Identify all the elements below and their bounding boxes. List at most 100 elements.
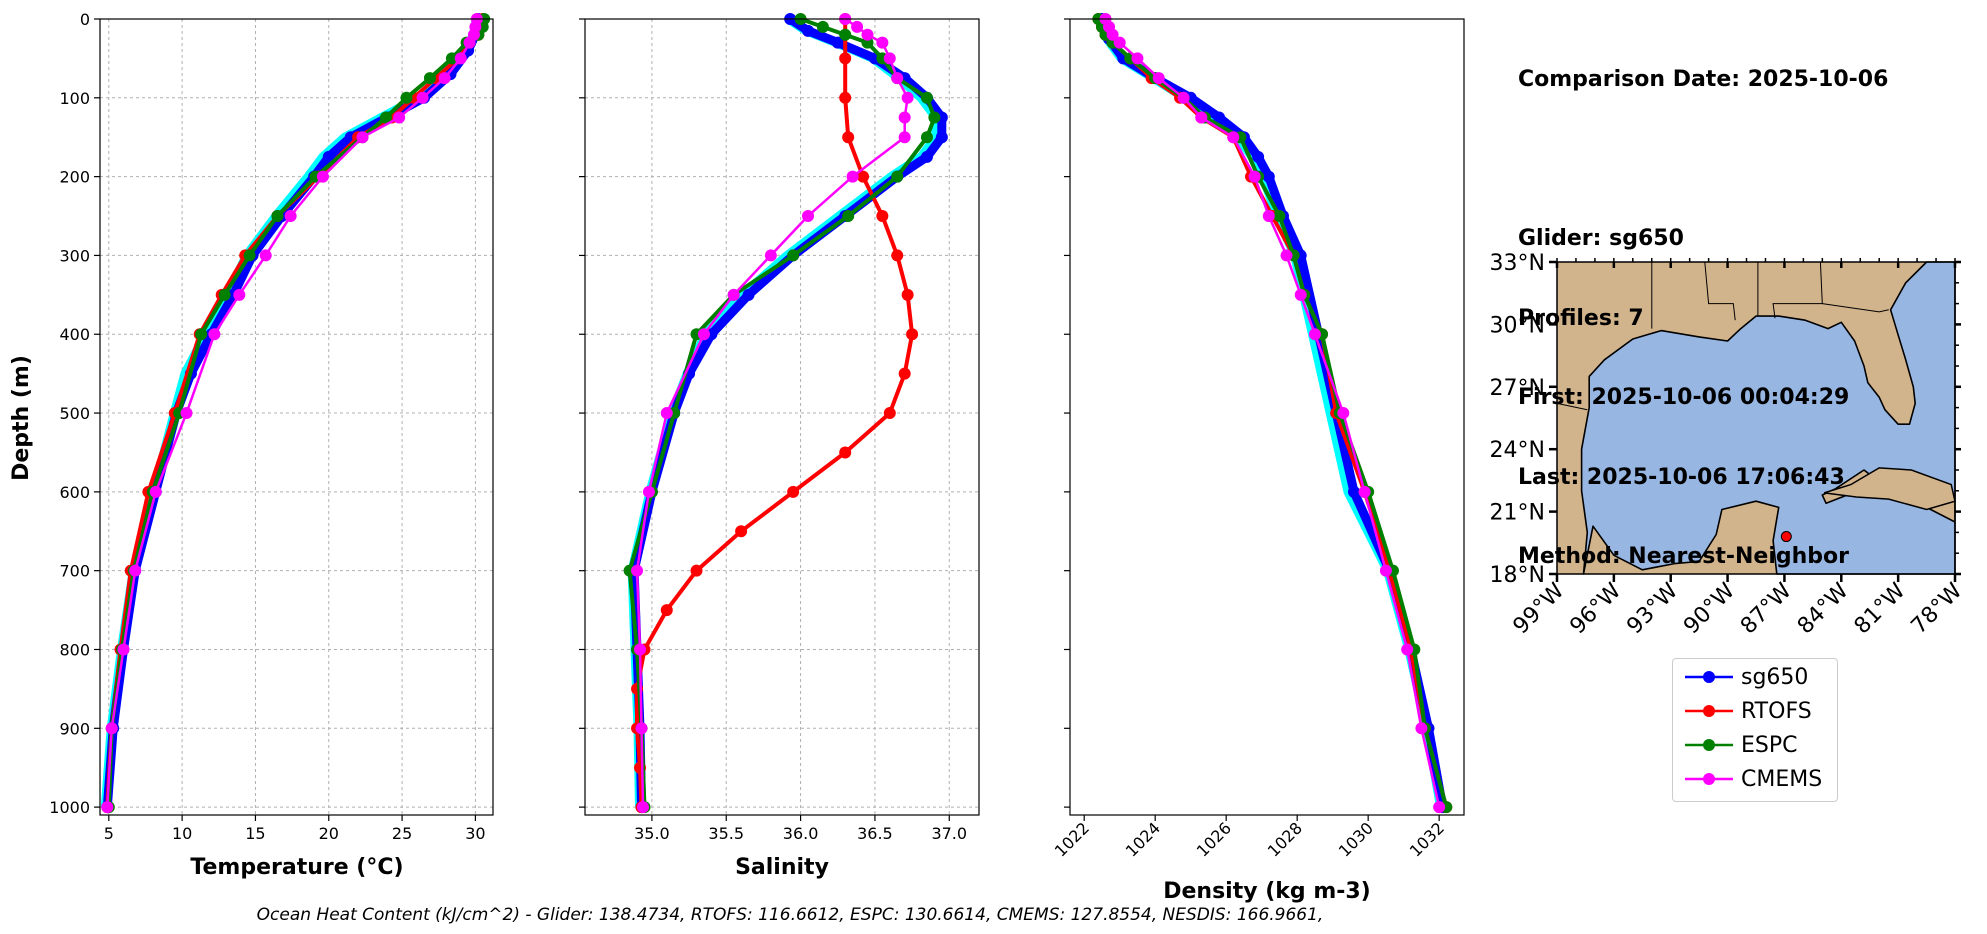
lon-tick-label: 78°W [1907, 578, 1968, 639]
rtofs-point [660, 604, 673, 617]
cmems-point [1433, 801, 1446, 814]
x-tick-label: 25 [392, 824, 412, 843]
rtofs-point [891, 249, 904, 262]
cmems-point [660, 407, 673, 420]
x-tick-label: 1030 [1335, 818, 1377, 860]
sg650-point [802, 24, 815, 37]
espc-point [243, 249, 256, 262]
cmems-point [316, 170, 329, 183]
espc-point [445, 52, 458, 65]
espc-point [423, 72, 436, 85]
state-border [1822, 303, 1889, 313]
cmems-point [105, 722, 118, 735]
cmems-point [1227, 131, 1240, 144]
cmems-point [454, 52, 467, 65]
cmems-point [1248, 170, 1261, 183]
espc-point [816, 20, 829, 33]
x-tick-label: 1032 [1406, 818, 1448, 860]
rtofs-point [839, 91, 852, 104]
y-tick-label: 600 [59, 483, 90, 502]
state-border [1704, 261, 1736, 321]
cmems-point [129, 564, 142, 577]
rtofs-point [876, 210, 889, 223]
cmems-point [1262, 210, 1275, 223]
cmems-point [180, 407, 193, 420]
legend-entry-sg650: sg650 [1681, 663, 1831, 691]
legend-label: sg650 [1741, 665, 1809, 690]
espc-point [787, 249, 800, 262]
salinity-panel: 35.0 35.5 36.0 36.5 37.0 [579, 13, 980, 843]
cmems-point [259, 249, 272, 262]
cmems-point [208, 328, 221, 341]
axes-frame [584, 18, 980, 816]
cmems-point [901, 91, 914, 104]
temperature-axis-label: Temperature (°C) [190, 855, 403, 880]
x-tick-label: 37.0 [931, 824, 967, 843]
cmems-point [642, 485, 655, 498]
sg650-line [1097, 17, 1448, 808]
x-tick-label: 10 [172, 824, 192, 843]
cmems-point [898, 131, 911, 144]
y-tick-label: 1000 [49, 798, 90, 817]
y-tick-label: 100 [59, 89, 90, 108]
cmems-line [1104, 18, 1441, 808]
cmems-point [1401, 643, 1414, 656]
cmems-point [463, 36, 476, 49]
sg650-point [935, 131, 948, 144]
cmems-point [1294, 288, 1307, 301]
y-tick-label: 400 [59, 325, 90, 344]
cmems-point [1195, 111, 1208, 124]
espc-point [842, 210, 855, 223]
cmems-point [1113, 36, 1126, 49]
x-tick-label: 5 [104, 824, 114, 843]
rtofs-point [901, 288, 914, 301]
legend-label: RTOFS [1741, 699, 1812, 724]
x-tick-label: 35.5 [708, 824, 744, 843]
cmems-point [1177, 91, 1190, 104]
last-time: Last: 2025-10-06 17:06:43 [1518, 464, 1845, 490]
cmems-point [438, 72, 451, 85]
cmems-point [876, 36, 889, 49]
rtofs-point [839, 52, 852, 65]
sg650-point [1252, 150, 1265, 163]
ocean-heat-content-footer: Ocean Heat Content (kJ/cm^2) - Glider: 1… [256, 905, 1324, 925]
cmems-point [393, 111, 406, 124]
cmems-point [1379, 564, 1392, 577]
x-tick-label: 1024 [1122, 818, 1164, 860]
y-tick-label: 800 [59, 640, 90, 659]
rtofs-point [690, 564, 703, 577]
rtofs-point [839, 446, 852, 459]
cuba-land [1823, 467, 1956, 511]
cmems-point [1415, 722, 1428, 735]
espc-point [271, 210, 284, 223]
espc-point [400, 91, 413, 104]
cmems-point [891, 72, 904, 85]
lat-tick-label: 27°N [1490, 376, 1545, 401]
cmems-point [1358, 485, 1371, 498]
axes-frame [1069, 18, 1465, 816]
espc-point [195, 328, 208, 341]
x-tick-label: 35.0 [634, 824, 670, 843]
lat-tick-label: 33°N [1490, 251, 1545, 276]
espc-point [920, 131, 933, 144]
y-tick-label: 300 [59, 246, 90, 265]
espc-line [106, 18, 487, 808]
y-tick-label: 0 [80, 10, 90, 29]
lat-tick-label: 30°N [1490, 313, 1545, 338]
glider-name: Glider: sg650 [1518, 226, 1684, 251]
legend-entry-cmems: CMEMS [1681, 765, 1831, 793]
rtofs-point [883, 407, 896, 420]
sg650-point [1347, 485, 1360, 498]
espc-point [891, 170, 904, 183]
y-tick-label: 200 [59, 168, 90, 187]
sg650-point [831, 36, 844, 49]
cmems-point [727, 288, 740, 301]
cmems-point [101, 801, 114, 814]
cmems-point [284, 210, 297, 223]
x-tick-label: 1028 [1264, 818, 1306, 860]
cmems-point [764, 249, 777, 262]
rtofs-point [898, 367, 911, 380]
espc-point [1273, 210, 1286, 223]
espc-point [920, 91, 933, 104]
